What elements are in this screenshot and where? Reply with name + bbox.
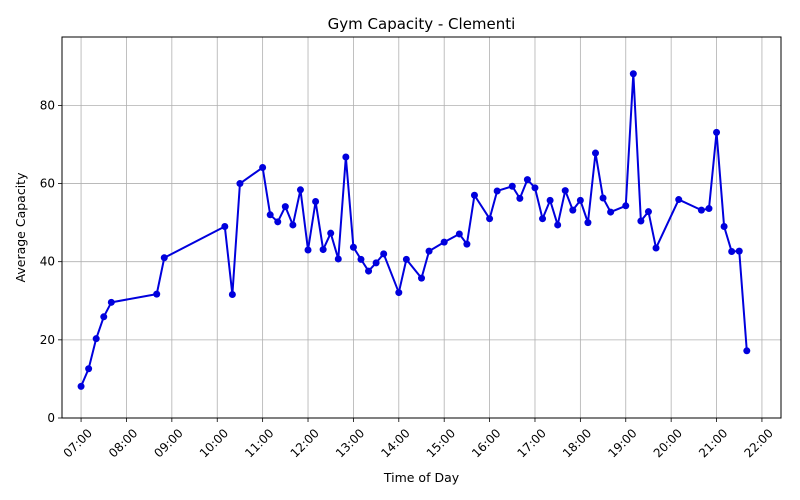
data-point [440,238,448,246]
data-point [107,298,115,306]
data-point [629,70,637,78]
x-tick-label: 17:00 [515,426,549,460]
series-layer [77,70,751,390]
data-point [418,274,425,282]
data-point [372,259,380,267]
x-tick-label: 20:00 [651,426,685,460]
data-point [735,247,743,255]
data-point [743,347,751,355]
data-point [425,247,433,255]
y-tick-label: 0 [47,411,55,425]
x-tick-label: 08:00 [106,426,140,460]
data-point [289,221,297,229]
x-tick-label: 15:00 [424,426,458,460]
data-point [523,176,531,184]
x-tick-label: 13:00 [333,426,367,460]
data-point [266,211,274,219]
data-point [592,149,600,157]
data-point [296,186,304,194]
x-tick-label: 19:00 [605,426,639,460]
data-point [304,246,312,254]
data-point [652,244,660,252]
data-point [470,191,478,199]
series-line [80,72,748,387]
data-point [153,290,161,298]
data-point [77,382,85,390]
data-point [160,254,168,262]
data-point [92,335,100,343]
data-point [508,182,516,190]
data-point [357,255,365,263]
data-point [554,221,562,229]
data-point [228,291,236,299]
x-tick-label: 12:00 [288,426,322,460]
y-tick-label: 60 [40,177,55,191]
data-point [319,246,327,254]
y-tick-label: 80 [40,98,55,112]
grid-layer [62,37,781,419]
data-point [531,184,539,192]
data-point [327,229,335,237]
x-tick-label: 16:00 [469,426,503,460]
data-point [644,208,652,216]
data-point [365,267,373,275]
data-point [546,196,554,204]
data-point [637,217,645,225]
data-point [463,240,471,248]
y-tick-label: 20 [40,333,55,347]
data-point [274,218,282,226]
data-point [486,215,494,223]
x-axis-label: Time of Day [383,470,460,485]
data-point [720,223,728,231]
data-point [236,180,244,188]
data-point [342,153,350,161]
data-point [349,243,357,251]
chart-title: Gym Capacity - Clementi [328,15,516,33]
x-tick-label: 10:00 [197,426,231,460]
data-point [221,223,229,231]
data-point [312,198,320,206]
data-point [259,164,267,172]
data-point [380,250,388,258]
x-tick-label: 21:00 [696,426,730,460]
y-axis-label: Average Capacity [13,172,28,283]
data-point [713,128,721,136]
x-tick-label: 18:00 [560,426,594,460]
data-point [281,203,289,211]
data-point [576,196,584,204]
data-point [100,313,108,321]
data-point [569,206,577,214]
data-point [705,205,713,213]
ticks-layer: 07:00 08:00 09:00 10:00 11:00 12:00 13:00 14:00… [40,98,776,460]
plot-frame [61,36,782,419]
data-point [402,255,410,263]
x-tick-label: 09:00 [151,426,185,460]
x-tick-label: 14:00 [378,426,412,460]
data-point [85,365,93,373]
data-point [584,219,592,227]
data-point [455,230,463,238]
x-tick-label: 22:00 [741,426,775,460]
data-point [493,187,501,195]
data-point [599,194,607,202]
data-point [395,289,403,297]
y-tick-label: 40 [40,255,55,269]
data-point [607,208,615,216]
data-point [728,248,736,256]
x-tick-label: 11:00 [242,426,276,460]
data-point [539,215,547,223]
x-tick-label: 07:00 [61,426,95,460]
data-point [622,202,630,210]
data-point [561,187,569,195]
data-point [516,194,524,202]
data-point [334,255,342,263]
data-point [675,196,683,204]
data-point [697,206,705,214]
